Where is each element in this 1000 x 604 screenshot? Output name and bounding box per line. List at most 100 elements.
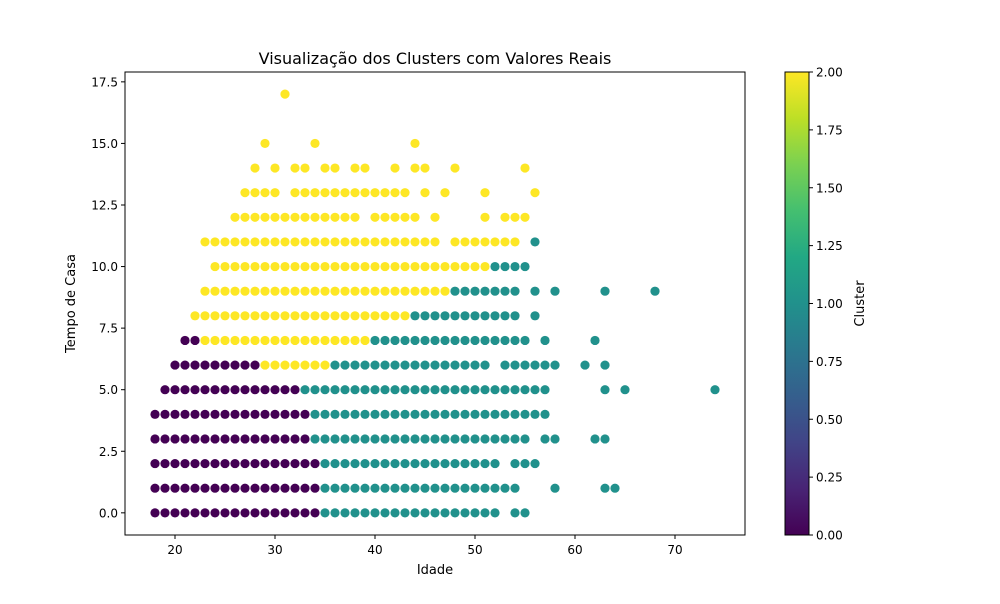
y-tick-label: 7.5 (99, 322, 118, 336)
scatter-point (300, 188, 310, 198)
scatter-point (400, 311, 410, 321)
scatter-point (320, 385, 330, 395)
scatter-point (300, 360, 310, 370)
scatter-point (450, 360, 460, 370)
scatter-point (440, 188, 450, 198)
scatter-point (510, 508, 520, 518)
scatter-point (510, 458, 520, 469)
scatter-point (270, 311, 280, 321)
scatter-point (420, 311, 430, 321)
scatter-point (480, 286, 490, 296)
scatter-point (410, 286, 420, 296)
scatter-point (360, 311, 370, 321)
scatter-point (550, 360, 560, 370)
scatter-point (230, 434, 240, 444)
scatter-point (410, 261, 420, 272)
scatter-point (270, 163, 280, 173)
scatter-point (200, 237, 210, 247)
scatter-point (300, 483, 310, 493)
scatter-point (310, 508, 320, 518)
scatter-point (500, 434, 510, 444)
points-layer (150, 89, 720, 518)
scatter-point (430, 458, 440, 469)
scatter-point (300, 286, 310, 296)
scatter-point (530, 360, 540, 370)
x-tick-label: 20 (167, 543, 182, 557)
scatter-point (470, 508, 480, 518)
scatter-point (260, 237, 270, 247)
scatter-point (220, 508, 230, 518)
scatter-point (480, 261, 490, 272)
colorbar-tick-label: 1.75 (816, 123, 843, 137)
scatter-point (460, 508, 470, 518)
scatter-point (250, 360, 260, 370)
scatter-point (350, 409, 360, 419)
scatter-point (160, 458, 170, 469)
scatter-point (260, 138, 270, 149)
scatter-point (260, 286, 270, 296)
scatter-point (230, 261, 240, 272)
scatter-point (490, 311, 500, 321)
scatter-point (160, 409, 170, 419)
colorbar-tick-label: 1.00 (816, 297, 843, 311)
scatter-point (470, 458, 480, 469)
scatter-point (380, 261, 390, 272)
scatter-point (320, 483, 330, 493)
scatter-point (310, 434, 320, 444)
scatter-point (420, 286, 430, 296)
scatter-point (250, 385, 260, 395)
scatter-point (250, 409, 260, 419)
scatter-point (520, 212, 530, 222)
scatter-point (250, 434, 260, 444)
scatter-point (440, 483, 450, 493)
scatter-point (490, 409, 500, 419)
scatter-point (230, 385, 240, 395)
scatter-point (400, 409, 410, 419)
scatter-point (540, 409, 550, 419)
scatter-point (310, 212, 320, 222)
scatter-point (410, 385, 420, 395)
scatter-point (490, 458, 500, 469)
scatter-point (360, 409, 370, 419)
scatter-point (370, 483, 380, 493)
scatter-point (150, 409, 160, 419)
scatter-point (210, 311, 220, 321)
scatter-point (420, 458, 430, 469)
x-tick-label: 30 (267, 543, 282, 557)
scatter-point (260, 360, 270, 370)
scatter-point (510, 434, 520, 444)
scatter-point (380, 188, 390, 198)
scatter-point (390, 409, 400, 419)
scatter-point (450, 434, 460, 444)
chart-title: Visualização dos Clusters com Valores Re… (259, 49, 612, 68)
scatter-point (350, 434, 360, 444)
scatter-point (480, 434, 490, 444)
scatter-point (210, 360, 220, 370)
scatter-point (510, 286, 520, 296)
scatter-point (270, 212, 280, 222)
scatter-point (240, 237, 250, 247)
scatter-point (350, 237, 360, 247)
scatter-point (440, 409, 450, 419)
scatter-point (400, 508, 410, 518)
scatter-point (510, 385, 520, 395)
scatter-point (280, 212, 290, 222)
scatter-point (200, 360, 210, 370)
scatter-point (250, 188, 260, 198)
scatter-point (400, 335, 410, 346)
y-tick-label: 5.0 (99, 383, 118, 397)
scatter-point (340, 311, 350, 321)
scatter-point (490, 508, 500, 518)
scatter-point (460, 360, 470, 370)
scatter-point (470, 311, 480, 321)
scatter-point (500, 385, 510, 395)
scatter-point (270, 458, 280, 469)
scatter-point (190, 360, 200, 370)
scatter-point (340, 261, 350, 272)
scatter-point (430, 385, 440, 395)
scatter-point (230, 458, 240, 469)
scatter-point (200, 286, 210, 296)
scatter-point (200, 483, 210, 493)
scatter-point (340, 385, 350, 395)
